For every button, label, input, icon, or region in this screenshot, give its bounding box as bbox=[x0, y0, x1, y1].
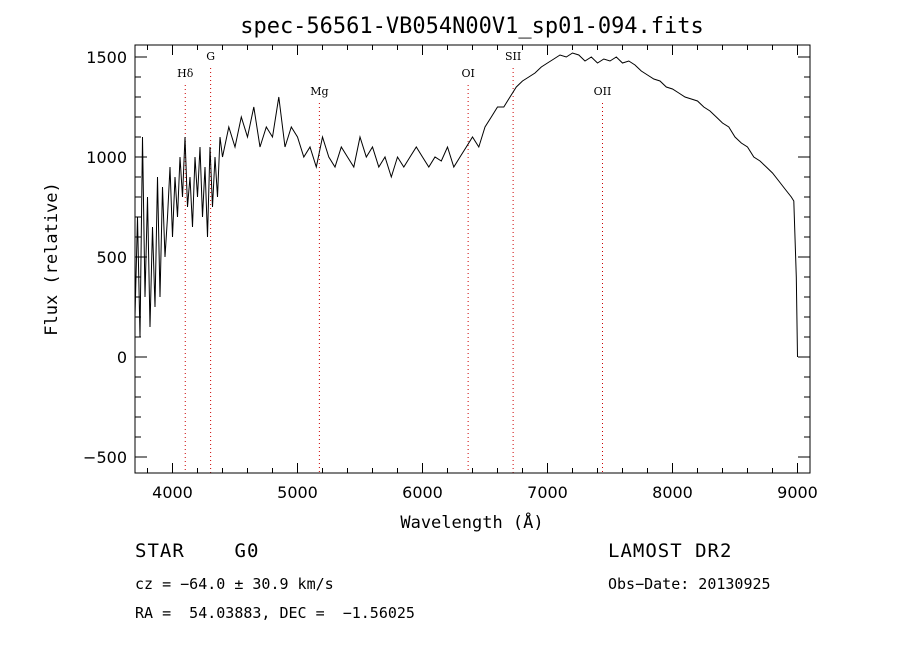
x-tick-label: 6000 bbox=[402, 483, 443, 502]
x-tick-label: 5000 bbox=[277, 483, 318, 502]
y-tick-label: 1500 bbox=[86, 48, 127, 67]
spectral-line-label: OI bbox=[461, 67, 474, 80]
survey-name: LAMOST DR2 bbox=[608, 540, 733, 562]
spectral-line-label: SII bbox=[505, 50, 521, 63]
spectrum-line bbox=[134, 52, 798, 358]
chart-title: spec-56561-VB054N00V1_sp01-094.fits bbox=[240, 14, 704, 39]
star-classification: STAR G0 bbox=[135, 540, 260, 562]
y-tick-label: −500 bbox=[83, 448, 127, 467]
spectral-line-markers: Hδ G Mg OI SII OII bbox=[177, 50, 611, 473]
spectral-line-label: Hδ bbox=[177, 67, 194, 80]
plot-frame bbox=[134, 44, 811, 474]
spectral-line-label: OII bbox=[594, 85, 612, 98]
x-axis-label: Wavelength (Å) bbox=[400, 511, 543, 533]
y-tick-label: 0 bbox=[117, 348, 127, 367]
spectral-line-label: G bbox=[206, 50, 215, 63]
x-tick-label: 7000 bbox=[527, 483, 568, 502]
x-tick-label: 8000 bbox=[652, 483, 693, 502]
axes: 4000 5000 6000 7000 8000 9000 −500 0 500 1000 1500 bbox=[83, 45, 818, 502]
x-tick-label: 9000 bbox=[777, 483, 818, 502]
coordinates: RA = 54.03883, DEC = −1.56025 bbox=[135, 604, 415, 622]
observation-date: Obs−Date: 20130925 bbox=[608, 575, 771, 593]
spectrum-chart: spec-56561-VB054N00V1_sp01-094.fits Hδ G M… bbox=[42, 14, 818, 533]
redshift-velocity: cz = −64.0 ± 30.9 km/s bbox=[135, 575, 334, 593]
y-tick-label: 500 bbox=[96, 248, 127, 267]
x-tick-label: 4000 bbox=[152, 483, 193, 502]
y-tick-label: 1000 bbox=[86, 148, 127, 167]
y-axis-label: Flux (relative) bbox=[42, 182, 62, 336]
spectral-line-label: Mg bbox=[310, 85, 328, 98]
